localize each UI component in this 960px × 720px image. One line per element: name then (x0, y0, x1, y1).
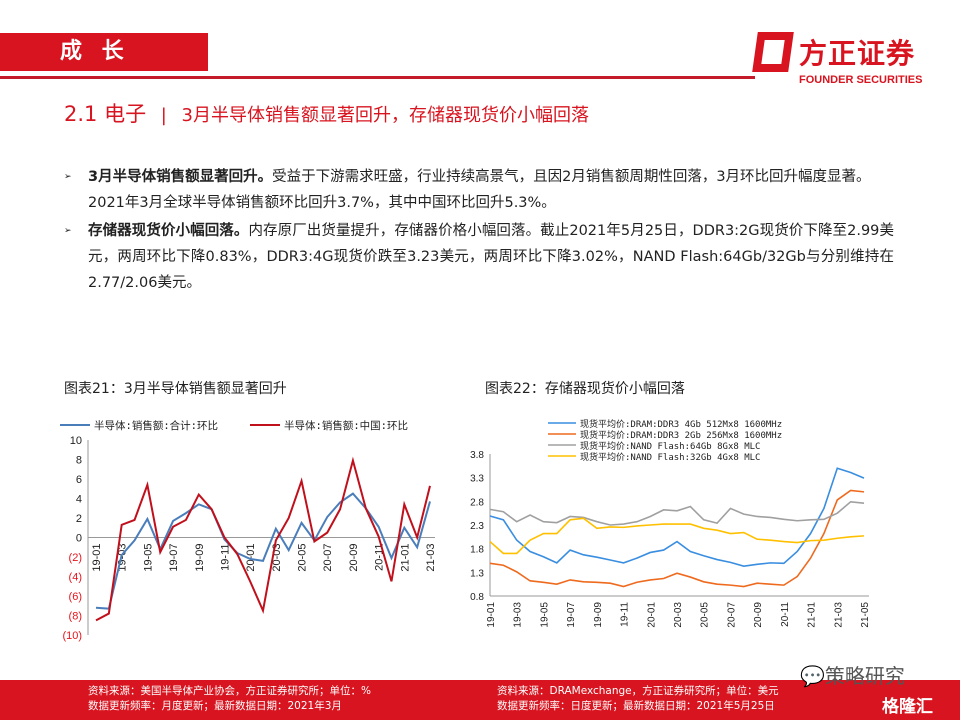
x-tick-label: 21-05 (860, 602, 871, 628)
title-number: 2.1 电子 (64, 102, 147, 126)
y-tick-label: 10 (70, 435, 82, 447)
source-note: 资料来源：DRAMexchange，方正证券研究所；单位：美元 (497, 685, 779, 697)
legend-label: 现货平均价:NAND Flash:32Gb 4Gx8 MLC (580, 451, 760, 463)
x-tick-label: 19-11 (219, 544, 231, 571)
series-line (489, 467, 865, 567)
y-tick-label: 1.8 (470, 545, 484, 556)
x-tick-label: 19-01 (486, 602, 497, 628)
bullet-2: ➢ 存储器现货价小幅回落。内存原厂出货量提升，存储器价格小幅回落。截止2021年… (64, 218, 894, 296)
y-tick-label: 2.8 (470, 497, 484, 508)
bullet-text: 内存原厂出货量提升，存储器价格小幅回落。截止2021年5月25日，DDR3:2G… (88, 223, 894, 291)
x-tick-label: 19-09 (593, 602, 604, 628)
x-tick-label: 19-07 (168, 544, 180, 572)
y-tick-label: (2) (69, 552, 82, 564)
bullet-bold: 存储器现货价小幅回落。 (88, 223, 249, 239)
watermark-2: 格隆汇 (882, 697, 933, 717)
y-tick-label: 2.3 (470, 521, 484, 532)
x-tick-label: 20-05 (700, 602, 711, 628)
footer-left: 资料来源：美国半导体产业协会，方正证券研究所；单位：% 数据更新频率：月度更新；… (88, 684, 371, 714)
x-tick-label: 19-03 (513, 602, 524, 628)
series-line (489, 489, 865, 588)
x-tick-label: 20-09 (348, 544, 360, 572)
header-divider (0, 76, 755, 79)
x-tick-label: 21-01 (807, 602, 818, 628)
y-tick-label: (10) (62, 630, 82, 642)
update-note: 数据更新频率：月度更新；最新数据日期：2021年3月 (88, 700, 342, 712)
legend-label: 现货平均价:DRAM:DDR3 4Gb 512Mx8 1600MHz (580, 418, 782, 430)
brand-name-en: FOUNDER SECURITIES (799, 74, 923, 86)
x-tick-label: 20-01 (646, 602, 657, 628)
y-tick-label: 2 (76, 513, 82, 525)
x-tick-label: 20-03 (673, 602, 684, 628)
x-tick-label: 19-05 (539, 602, 550, 628)
y-tick-label: (6) (69, 591, 82, 603)
y-tick-label: 6 (76, 474, 82, 486)
x-tick-label: 20-11 (780, 602, 791, 627)
brand-name-cn: 方正证券 (799, 37, 916, 70)
series-line (95, 456, 431, 622)
x-tick-label: 20-09 (753, 602, 764, 628)
series-line (95, 492, 431, 610)
bullet-arrow-icon: ➢ (64, 226, 72, 236)
legend-label: 半导体:销售额:合计:环比 (94, 419, 218, 432)
title-text: 3月半导体销售额显著回升，存储器现货价小幅回落 (181, 105, 589, 126)
section-label: 成 长 (0, 33, 208, 71)
update-note: 数据更新频率：日度更新；最新数据日期：2021年5月25日 (497, 700, 775, 712)
x-tick-label: 21-03 (425, 544, 437, 572)
x-tick-label: 19-01 (91, 544, 103, 572)
x-tick-label: 21-03 (833, 602, 844, 628)
chart-1-title: 图表21：3月半导体销售额显著回升 (64, 381, 287, 397)
bullet-1: ➢ 3月半导体销售额显著回升。受益于下游需求旺盛，行业持续高景气，且因2月销售额… (64, 164, 894, 216)
bullet-arrow-icon: ➢ (64, 172, 72, 182)
bullet-text: 受益于下游需求旺盛，行业持续高景气，且因2月销售额周期性回落，3月环比回升幅度显… (88, 169, 871, 211)
x-tick-label: 19-05 (142, 544, 154, 572)
brand-logo: 方正证券 FOUNDER SECURITIES (752, 32, 925, 92)
wechat-icon: 💬 (800, 664, 825, 688)
x-tick-label: 19-09 (194, 544, 206, 572)
series-line (489, 517, 865, 555)
x-tick-label: 20-01 (245, 544, 257, 572)
series-line (489, 500, 865, 526)
y-tick-label: 8 (76, 455, 82, 467)
y-tick-label: 3.3 (470, 474, 484, 485)
x-tick-label: 19-07 (566, 602, 577, 628)
footer-right: 资料来源：DRAMexchange，方正证券研究所；单位：美元 数据更新频率：日… (497, 684, 779, 714)
y-tick-label: 0 (76, 533, 82, 545)
legend-label: 现货平均价:NAND Flash:64Gb 8Gx8 MLC (580, 440, 760, 452)
footer-bar: 资料来源：美国半导体产业协会，方正证券研究所；单位：% 数据更新频率：月度更新；… (0, 680, 960, 720)
watermark: 💬策略研究 (800, 660, 905, 689)
source-note: 资料来源：美国半导体产业协会，方正证券研究所；单位：% (88, 685, 371, 697)
y-tick-label: 1.3 (470, 568, 484, 579)
x-tick-label: 20-07 (726, 602, 737, 628)
watermark-text: 策略研究 (824, 664, 905, 688)
x-tick-label: 21-01 (399, 544, 411, 572)
x-tick-label: 19-11 (620, 602, 631, 627)
y-tick-label: 0.8 (470, 592, 484, 603)
y-tick-label: 3.8 (470, 450, 484, 461)
legend-label: 半导体:销售额:中国:环比 (284, 419, 408, 432)
bullet-bold: 3月半导体销售额显著回升。 (88, 169, 273, 185)
chart-2-title: 图表22：存储器现货价小幅回落 (485, 381, 685, 397)
x-tick-label: 20-07 (322, 544, 334, 572)
y-tick-label: 4 (76, 494, 82, 506)
y-tick-label: (4) (69, 572, 82, 584)
x-tick-label: 20-05 (297, 544, 309, 572)
page-title: 2.1 电子 | 3月半导体销售额显著回升，存储器现货价小幅回落 (64, 98, 589, 128)
title-separator: | (160, 105, 167, 126)
legend-label: 现货平均价:DRAM:DDR3 2Gb 256Mx8 1600MHz (580, 429, 782, 441)
y-tick-label: (8) (69, 611, 82, 623)
